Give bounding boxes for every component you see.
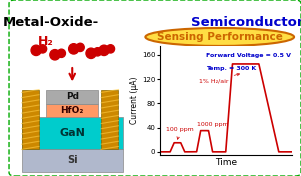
- Text: H₂: H₂: [38, 35, 54, 48]
- Circle shape: [39, 45, 47, 53]
- Circle shape: [99, 45, 109, 55]
- FancyBboxPatch shape: [22, 90, 39, 149]
- Text: Semiconductor: Semiconductor: [191, 16, 301, 29]
- Text: 100 ppm: 100 ppm: [166, 127, 194, 139]
- Circle shape: [86, 48, 96, 58]
- Y-axis label: Current (μA): Current (μA): [130, 77, 139, 124]
- Text: HfO₂: HfO₂: [61, 106, 84, 115]
- FancyBboxPatch shape: [22, 149, 123, 172]
- Text: GaN: GaN: [59, 128, 85, 138]
- Text: Pd: Pd: [66, 92, 79, 101]
- Text: Temp. = 300 K: Temp. = 300 K: [206, 67, 256, 71]
- Text: Forward Voltage = 0.5 V: Forward Voltage = 0.5 V: [206, 53, 291, 58]
- FancyBboxPatch shape: [46, 103, 98, 117]
- Text: 1000 ppm: 1000 ppm: [197, 122, 228, 127]
- Circle shape: [76, 43, 84, 52]
- Text: Metal-Oxide-: Metal-Oxide-: [3, 16, 99, 29]
- Circle shape: [31, 45, 41, 55]
- Circle shape: [107, 45, 115, 53]
- Ellipse shape: [145, 28, 294, 46]
- Text: Sensing Performance: Sensing Performance: [157, 32, 283, 42]
- Circle shape: [50, 50, 60, 60]
- Text: Si: Si: [67, 155, 78, 165]
- FancyBboxPatch shape: [22, 117, 123, 149]
- Text: 1% H₂/air: 1% H₂/air: [199, 73, 240, 83]
- Circle shape: [94, 48, 101, 56]
- FancyBboxPatch shape: [101, 90, 119, 149]
- Circle shape: [57, 49, 65, 57]
- Circle shape: [69, 44, 79, 54]
- X-axis label: Time: Time: [215, 158, 237, 167]
- FancyBboxPatch shape: [46, 90, 98, 103]
